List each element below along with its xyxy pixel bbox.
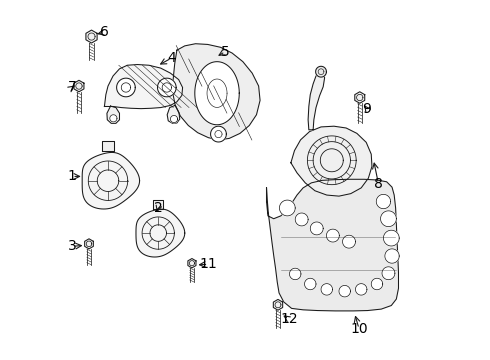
Polygon shape xyxy=(110,115,117,122)
Polygon shape xyxy=(371,278,383,290)
Text: 7: 7 xyxy=(68,81,76,94)
Polygon shape xyxy=(355,92,365,103)
Polygon shape xyxy=(85,239,94,249)
Polygon shape xyxy=(385,249,399,263)
Polygon shape xyxy=(308,72,324,130)
Text: 9: 9 xyxy=(363,102,371,116)
Polygon shape xyxy=(326,229,339,242)
Polygon shape xyxy=(310,222,323,235)
Polygon shape xyxy=(316,66,326,77)
Polygon shape xyxy=(376,194,391,209)
Text: 6: 6 xyxy=(100,25,109,39)
Text: 8: 8 xyxy=(374,177,383,190)
Polygon shape xyxy=(104,64,183,109)
Polygon shape xyxy=(321,284,333,295)
Polygon shape xyxy=(172,44,260,140)
Polygon shape xyxy=(291,126,372,196)
Polygon shape xyxy=(381,211,396,226)
Polygon shape xyxy=(107,106,120,123)
Text: 12: 12 xyxy=(280,312,297,326)
Polygon shape xyxy=(101,140,115,151)
Polygon shape xyxy=(117,78,135,97)
Polygon shape xyxy=(339,285,350,297)
Polygon shape xyxy=(382,267,395,280)
Text: 2: 2 xyxy=(154,201,163,215)
Text: 10: 10 xyxy=(350,322,368,336)
Polygon shape xyxy=(279,200,295,216)
Polygon shape xyxy=(188,258,196,268)
Polygon shape xyxy=(171,116,177,123)
Polygon shape xyxy=(305,278,316,290)
Text: 3: 3 xyxy=(68,239,76,253)
Polygon shape xyxy=(211,126,226,142)
Polygon shape xyxy=(167,105,180,123)
Polygon shape xyxy=(267,179,398,311)
Polygon shape xyxy=(195,62,239,125)
Polygon shape xyxy=(295,213,308,226)
Text: 5: 5 xyxy=(221,45,230,59)
Polygon shape xyxy=(153,200,163,209)
Text: 1: 1 xyxy=(68,170,76,183)
Polygon shape xyxy=(82,152,140,209)
Polygon shape xyxy=(136,209,185,257)
Polygon shape xyxy=(157,78,176,97)
Text: 4: 4 xyxy=(167,51,176,65)
Polygon shape xyxy=(355,284,367,295)
Polygon shape xyxy=(384,230,399,246)
Text: 11: 11 xyxy=(199,257,217,271)
Polygon shape xyxy=(290,268,301,280)
Polygon shape xyxy=(273,300,283,310)
Polygon shape xyxy=(86,30,97,43)
Polygon shape xyxy=(74,80,84,92)
Polygon shape xyxy=(343,235,355,248)
